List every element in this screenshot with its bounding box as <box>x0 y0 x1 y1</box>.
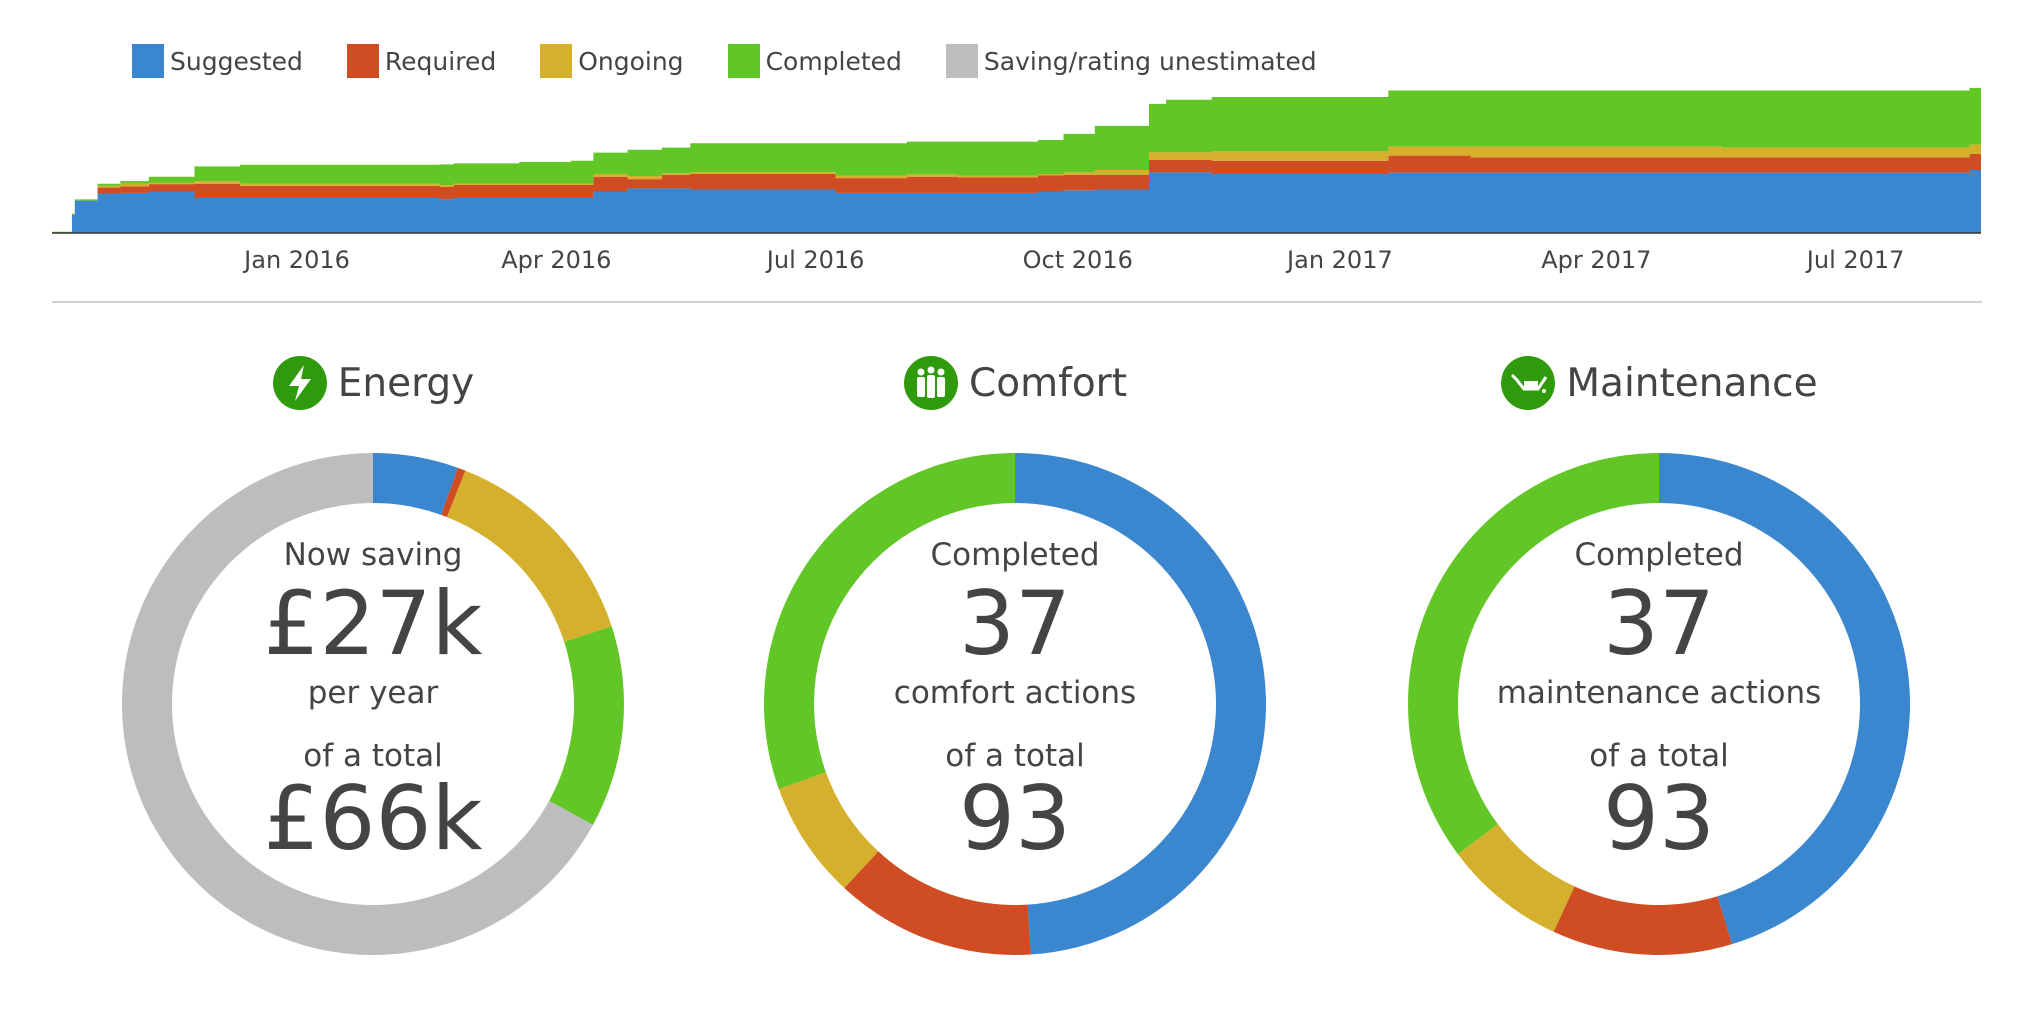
x-tick-label: Apr 2016 <box>501 246 612 274</box>
panel-title-text: Energy <box>337 360 475 406</box>
x-tick-label: Oct 2016 <box>1022 246 1133 274</box>
donut-label-top: Completed <box>1574 537 1744 573</box>
legend-label: Suggested <box>170 46 303 76</box>
chart-legend: Suggested Required Ongoing Completed Sav… <box>132 44 1361 78</box>
legend-label: Completed <box>765 46 902 76</box>
donut-slice-required[interactable] <box>441 467 466 518</box>
donut-slice-ongoing[interactable] <box>1457 824 1575 932</box>
x-tick-label: Jan 2016 <box>244 246 350 274</box>
donut-slice-required[interactable] <box>844 851 1031 955</box>
donut-value: 37 <box>1603 572 1715 675</box>
donut-slice-suggested[interactable] <box>373 453 459 515</box>
panel-title: Maintenance <box>1339 355 1979 411</box>
legend-completed[interactable]: Completed <box>727 44 902 78</box>
stacked-area-chart <box>52 87 1981 234</box>
donut-slice-ongoing[interactable] <box>446 470 612 642</box>
donut-slice-completed[interactable] <box>1408 453 1659 855</box>
donut-label-middle: comfort actions <box>893 675 1137 711</box>
x-tick-label: Jul 2016 <box>766 246 865 274</box>
panel-comfort: Comfort Completed 37 comfort actions of … <box>695 355 1335 995</box>
donut-label-total-caption: of a total <box>1589 738 1729 774</box>
donut-label-top: Completed <box>930 537 1100 573</box>
donut-label-middle: maintenance actions <box>1496 675 1822 711</box>
legend-ongoing[interactable]: Ongoing <box>540 44 684 78</box>
panel-title-text: Comfort <box>969 360 1127 406</box>
legend-swatch <box>727 44 760 78</box>
donut-total: 93 <box>1603 767 1715 870</box>
legend-swatch <box>945 44 978 78</box>
divider <box>52 301 1982 303</box>
lightning-icon <box>272 356 327 410</box>
donut-value: £27k <box>263 572 483 675</box>
area-series-suggested <box>52 170 1981 233</box>
legend-label: Required <box>384 46 497 76</box>
donut-chart <box>764 453 1267 955</box>
donut-slice-completed[interactable] <box>549 626 624 825</box>
donut-label-middle: per year <box>307 675 439 711</box>
legend-unestimated[interactable]: Saving/rating unestimated <box>945 44 1317 78</box>
oil-can-icon <box>1501 356 1556 410</box>
panel-energy: Energy Now saving £27k per year of a tot… <box>53 355 693 995</box>
area-series-ongoing <box>52 144 1981 233</box>
donut-slice-ongoing[interactable] <box>778 772 879 889</box>
x-tick-label: Jul 2017 <box>1806 246 1905 274</box>
legend-label: Saving/rating unestimated <box>983 46 1317 76</box>
area-series-completed <box>52 87 1981 233</box>
donut-slice-suggested[interactable] <box>1015 453 1267 955</box>
panel-title-text: Maintenance <box>1566 360 1818 406</box>
panel-title: Energy <box>53 355 693 411</box>
donut-label-total-caption: of a total <box>945 738 1085 774</box>
panel-maintenance: Maintenance Completed 37 maintenance act… <box>1339 355 1979 995</box>
legend-required[interactable]: Required <box>346 44 497 78</box>
legend-suggested[interactable]: Suggested <box>132 44 303 78</box>
donut-slice-suggested[interactable] <box>1659 453 1910 945</box>
donut-label-top: Now saving <box>283 537 463 573</box>
donut-slice-required[interactable] <box>1553 886 1733 955</box>
donut-label-total-caption: of a total <box>303 738 443 774</box>
x-tick-label: Apr 2017 <box>1541 246 1652 274</box>
donut-total: 93 <box>959 767 1071 870</box>
people-icon <box>904 356 958 410</box>
legend-label: Ongoing <box>578 46 684 76</box>
panel-title: Comfort <box>695 355 1335 411</box>
legend-swatch <box>346 44 379 78</box>
legend-swatch <box>540 44 573 78</box>
donut-chart <box>122 453 624 955</box>
donut-slice-completed[interactable] <box>764 453 1015 790</box>
area-series-required <box>52 153 1981 233</box>
legend-swatch <box>132 44 164 78</box>
donut-total: £66k <box>263 767 483 870</box>
x-tick-label: Jan 2017 <box>1287 246 1393 274</box>
donut-chart <box>1408 453 1910 955</box>
donut-value: 37 <box>959 572 1071 675</box>
